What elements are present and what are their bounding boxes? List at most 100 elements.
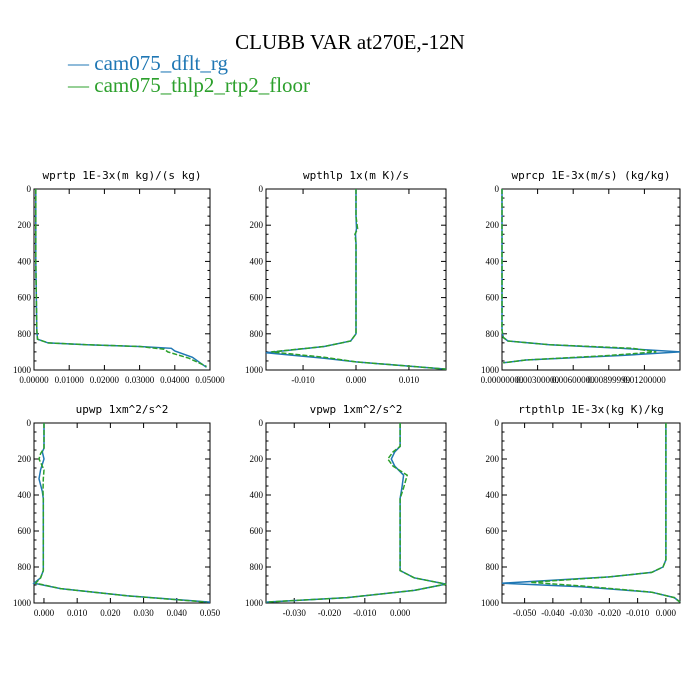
y-tick-label: 600 xyxy=(486,293,500,303)
legend-marker: — xyxy=(68,51,95,75)
x-tick-label: 0.030 xyxy=(133,608,154,618)
y-tick-label: 600 xyxy=(486,526,500,536)
chart-panel-5: vpwp 1xm^2/s^2 0 200 400 600 800 1000 -0.030 -0.… xyxy=(245,403,447,618)
x-tick-label: 0.00000 xyxy=(19,375,49,385)
x-tick-label: -0.030 xyxy=(283,608,307,618)
y-tick-label: 0 xyxy=(259,418,264,428)
series-line-1 xyxy=(265,189,447,370)
y-tick-label: 0 xyxy=(495,184,500,194)
y-tick-label: 0 xyxy=(495,418,500,428)
series-line-2 xyxy=(34,423,207,603)
y-tick-label: 200 xyxy=(486,454,500,464)
y-tick-label: 1000 xyxy=(245,365,264,375)
x-tick-label: -0.030 xyxy=(569,608,593,618)
x-tick-label: 0.02000 xyxy=(90,375,120,385)
x-tick-label: 0.010 xyxy=(399,375,420,385)
y-tick-label: 800 xyxy=(250,329,264,339)
y-tick-label: 0 xyxy=(27,418,32,428)
plot-frame xyxy=(33,422,211,604)
plot-frame xyxy=(501,422,681,604)
y-tick-label: 800 xyxy=(18,562,32,572)
y-tick-label: 800 xyxy=(18,329,32,339)
legend-entry-1: — cam075_dflt_rg xyxy=(68,51,228,76)
x-tick-label: 0.05000 xyxy=(195,375,225,385)
x-tick-label: 0.040 xyxy=(167,608,188,618)
x-tick-label: 0.010 xyxy=(67,608,88,618)
series-line-2 xyxy=(265,423,447,603)
y-tick-label: 200 xyxy=(486,220,500,230)
panel-title: wpthlp 1x(m K)/s xyxy=(303,169,409,182)
series-line-1 xyxy=(501,423,681,603)
panel-title: upwp 1xm^2/s^2 xyxy=(76,403,169,416)
y-tick-label: 600 xyxy=(18,526,32,536)
series-line-1 xyxy=(501,189,681,364)
y-tick-label: 200 xyxy=(18,220,32,230)
x-tick-label: 0.000 xyxy=(346,375,367,385)
y-tick-label: 400 xyxy=(18,490,32,500)
legend-entry-2: — cam075_thlp2_rtp2_floor xyxy=(68,73,310,98)
x-tick-label: 0.000 xyxy=(34,608,55,618)
chart-panel-2: wpthlp 1x(m K)/s 0 200 400 600 800 1000 -0.010 0… xyxy=(245,169,447,385)
y-tick-label: 400 xyxy=(250,490,264,500)
y-tick-label: 600 xyxy=(250,526,264,536)
panel-title: rtpthlp 1E-3x(kg K)/kg xyxy=(518,403,664,416)
x-tick-label: -0.050 xyxy=(513,608,537,618)
y-tick-label: 0 xyxy=(259,184,264,194)
y-tick-label: 0 xyxy=(27,184,32,194)
x-tick-label: -0.010 xyxy=(291,375,315,385)
x-tick-label: 0.01200000 xyxy=(623,375,666,385)
series-line-2 xyxy=(271,189,447,370)
chart-panel-6: rtpthlp 1E-3x(kg K)/kg 0 200 400 600 800 1000 -… xyxy=(481,403,681,618)
y-tick-label: 200 xyxy=(18,454,32,464)
series-line-1 xyxy=(32,423,211,603)
x-tick-label: 0.050 xyxy=(200,608,221,618)
y-tick-label: 600 xyxy=(18,293,32,303)
x-tick-label: 0.020 xyxy=(100,608,121,618)
x-tick-label: -0.040 xyxy=(541,608,565,618)
y-tick-label: 1000 xyxy=(13,598,32,608)
x-tick-label: 0.00899999 xyxy=(587,375,630,385)
x-tick-label: 0.04000 xyxy=(160,375,190,385)
y-tick-label: 200 xyxy=(250,454,264,464)
y-tick-label: 1000 xyxy=(481,598,500,608)
y-tick-label: 400 xyxy=(486,490,500,500)
legend-marker: — xyxy=(68,73,95,97)
y-tick-label: 1000 xyxy=(245,598,264,608)
panel-title: vpwp 1xm^2/s^2 xyxy=(310,403,403,416)
x-tick-label: -0.010 xyxy=(626,608,650,618)
y-tick-label: 400 xyxy=(250,256,264,266)
legend-label: cam075_thlp2_rtp2_floor xyxy=(94,73,311,97)
y-tick-label: 800 xyxy=(250,562,264,572)
series-line-2 xyxy=(530,423,681,603)
x-tick-label: 0.00300000 xyxy=(516,375,559,385)
series-line-2 xyxy=(501,189,657,364)
y-tick-label: 800 xyxy=(486,329,500,339)
series-line-2 xyxy=(35,189,207,368)
x-tick-label: 0.00600000 xyxy=(552,375,595,385)
y-tick-label: 1000 xyxy=(481,365,500,375)
panel-title: wprcp 1E-3x(m/s) (kg/kg) xyxy=(512,169,671,182)
x-tick-label: 0.01000 xyxy=(55,375,85,385)
series-line-1 xyxy=(35,189,207,368)
x-tick-label: 0.00000000 xyxy=(481,375,524,385)
x-tick-label: -0.020 xyxy=(318,608,342,618)
y-tick-label: 1000 xyxy=(13,365,32,375)
x-tick-label: 0.000 xyxy=(390,608,411,618)
chart-panel-1: wprtp 1E-3x(m kg)/(s kg) 0 200 400 600 800 100… xyxy=(13,169,225,385)
y-tick-label: 800 xyxy=(486,562,500,572)
legend-label: cam075_dflt_rg xyxy=(94,51,229,75)
x-tick-label: -0.020 xyxy=(598,608,622,618)
plot-frame xyxy=(265,422,447,604)
y-tick-label: 400 xyxy=(486,256,500,266)
y-tick-label: 200 xyxy=(250,220,264,230)
chart-title: CLUBB VAR at270E,-12N xyxy=(235,30,465,54)
y-tick-label: 400 xyxy=(18,256,32,266)
y-tick-label: 600 xyxy=(250,293,264,303)
x-tick-label: 0.03000 xyxy=(125,375,155,385)
x-tick-label: -0.010 xyxy=(353,608,377,618)
panel-title: wprtp 1E-3x(m kg)/(s kg) xyxy=(43,169,202,182)
x-tick-label: 0.000 xyxy=(656,608,677,618)
series-line-1 xyxy=(265,423,447,603)
